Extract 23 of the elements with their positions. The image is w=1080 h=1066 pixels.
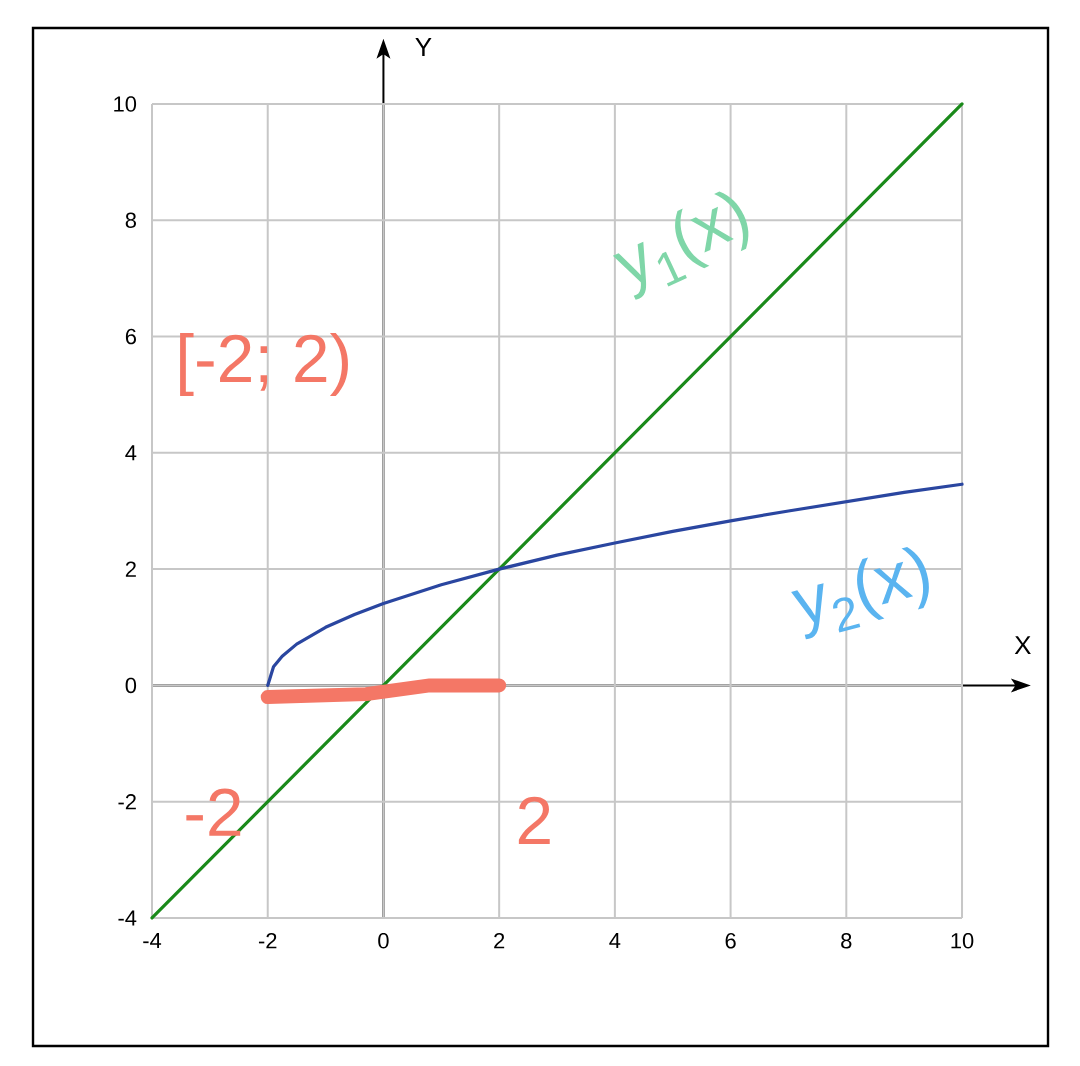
annotation: -2 — [186, 788, 241, 836]
text: y$_{1}$(x) — [612, 191, 749, 300]
x-tick-label: 4 — [609, 933, 621, 949]
y-tick-label: 6 — [125, 328, 136, 345]
x-tick-label: 6 — [725, 933, 736, 949]
y-tick-label: 8 — [125, 212, 136, 229]
y-tick-label: 2 — [125, 561, 136, 577]
x-tick-label: 8 — [841, 933, 852, 949]
y-tick-label: -4 — [118, 910, 137, 926]
x-tick-label: 2 — [494, 933, 505, 949]
y-axis-title: Y — [415, 38, 432, 56]
y-tick-label: 10 — [114, 96, 137, 112]
y-tick-label: 4 — [125, 445, 137, 461]
x-tick-label: -4 — [143, 933, 162, 949]
annotation: [-2; 2) — [180, 332, 348, 397]
x-tick-label: -2 — [258, 933, 277, 949]
y-tick-label: -2 — [118, 794, 136, 810]
x-tick-label: 10 — [951, 933, 974, 949]
annotation: 2 — [518, 796, 550, 844]
x-axis-title: X — [1014, 636, 1031, 654]
y-tick-label: 0 — [125, 677, 137, 694]
text: y$_{2}$(x) — [791, 547, 929, 640]
x-tick-label: 0 — [378, 933, 389, 949]
